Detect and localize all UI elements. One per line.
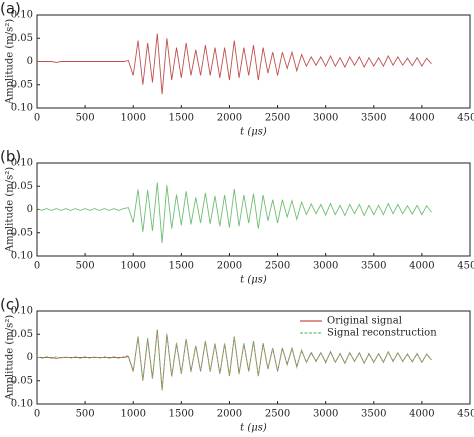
- panel-label: (c): [0, 296, 20, 314]
- y-tick-label: 0.05: [11, 79, 33, 90]
- y-tick-label: 0: [27, 204, 33, 215]
- x-tick-label: 1000: [120, 261, 145, 272]
- y-tick-label: 0: [27, 56, 33, 67]
- x-tick-label: 3500: [361, 261, 386, 272]
- y-tick-label: 0.10: [11, 158, 33, 169]
- x-tick-label: 2000: [217, 113, 242, 124]
- panel-label: (b): [0, 148, 21, 166]
- y-axis-label: Amplitude (m/s²): [5, 19, 16, 105]
- signal-line: [36, 330, 432, 392]
- x-tick-label: 4000: [409, 261, 434, 272]
- legend-label: Signal reconstruction: [327, 328, 437, 339]
- x-axis-label: t (μs): [240, 127, 267, 138]
- y-tick-label: 0.05: [11, 33, 33, 44]
- x-tick-label: 1500: [169, 409, 194, 420]
- x-tick-label: 1000: [120, 409, 145, 420]
- y-tick-label: 0.05: [11, 375, 33, 386]
- x-tick-label: 500: [76, 261, 95, 272]
- x-tick-label: 4000: [409, 113, 434, 124]
- y-tick-label: 0.10: [11, 251, 33, 262]
- signal-line: [37, 33, 432, 95]
- x-tick-label: 1500: [169, 261, 194, 272]
- x-tick-label: 0: [34, 113, 40, 124]
- x-tick-label: 3000: [313, 409, 338, 420]
- x-tick-label: 0: [34, 409, 40, 420]
- x-tick-label: 1000: [120, 113, 145, 124]
- x-tick-label: 500: [76, 113, 95, 124]
- y-tick-label: 0.05: [11, 227, 33, 238]
- legend-label: Original signal: [327, 316, 402, 327]
- x-tick-label: 500: [76, 409, 95, 420]
- y-tick-label: 0: [27, 352, 33, 363]
- x-tick-label: 1500: [169, 113, 194, 124]
- x-tick-label: 2000: [217, 409, 242, 420]
- x-tick-label: 3500: [361, 409, 386, 420]
- y-tick-label: 0.10: [11, 306, 33, 317]
- x-tick-label: 4000: [409, 409, 434, 420]
- signal-line: [36, 182, 432, 244]
- y-tick-label: 0.05: [11, 329, 33, 340]
- x-tick-label: 3000: [313, 113, 338, 124]
- x-tick-label: 2000: [217, 261, 242, 272]
- y-tick-label: 0.05: [11, 181, 33, 192]
- y-axis-label: Amplitude (m/s²): [5, 167, 16, 253]
- x-axis-label: t (μs): [240, 275, 267, 286]
- y-tick-label: 0.10: [11, 10, 33, 21]
- x-tick-label: 2500: [265, 261, 290, 272]
- x-axis-label: t (μs): [240, 423, 267, 434]
- x-tick-label: 0: [34, 261, 40, 272]
- y-tick-label: 0.10: [11, 103, 33, 114]
- x-tick-label: 2500: [265, 113, 290, 124]
- x-tick-label: 3000: [313, 261, 338, 272]
- y-tick-label: 0.10: [11, 399, 33, 410]
- panel-label: (a): [0, 0, 21, 18]
- x-tick-label: 2500: [265, 409, 290, 420]
- x-tick-label: 3500: [361, 113, 386, 124]
- y-axis-label: Amplitude (m/s²): [5, 315, 16, 401]
